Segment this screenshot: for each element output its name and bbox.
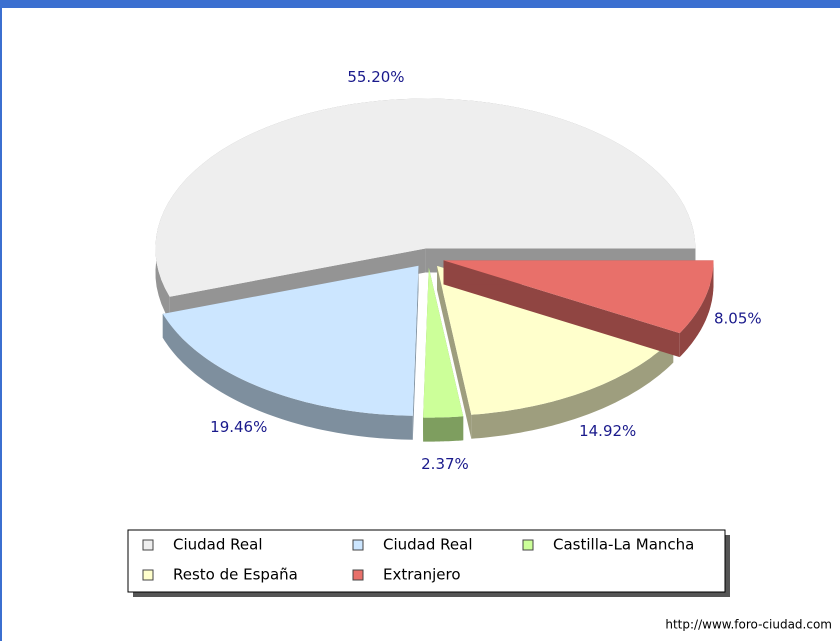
data-label: 2.37% — [421, 455, 469, 473]
slice-side — [412, 265, 419, 440]
data-label: 8.05% — [714, 309, 762, 327]
legend-swatch — [522, 539, 534, 551]
pie-slice — [162, 265, 419, 416]
data-label: 19.46% — [210, 418, 267, 436]
legend-label: Resto de España — [173, 566, 298, 584]
pie-slice — [155, 98, 696, 297]
legend-box — [127, 529, 726, 593]
legend-label: Ciudad Real — [383, 536, 473, 554]
legend-label: Extranjero — [383, 566, 461, 584]
frame-edge — [0, 0, 2, 641]
slice-side — [437, 265, 472, 439]
footer: http://www.foro-ciudad.com — [665, 618, 832, 632]
slice-side — [679, 260, 714, 358]
legend-swatch — [352, 569, 364, 581]
slice-side — [443, 260, 680, 358]
legend-label: Castilla-La Mancha — [553, 536, 694, 554]
pie-slice — [437, 265, 674, 415]
legend-swatch — [142, 569, 154, 581]
data-label: 55.20% — [347, 68, 404, 86]
title-bar — [0, 0, 840, 8]
slice-side — [423, 416, 464, 442]
pie-slice — [423, 267, 464, 418]
legend-swatch — [142, 539, 154, 551]
pie-slice — [443, 260, 714, 334]
slice-side — [471, 338, 674, 439]
pie: 55.20% 19.46% 2.37% 14.92% 8.05% — [155, 68, 762, 473]
legend: Ciudad Real Ciudad Real Castilla-La Mancha… — [142, 536, 694, 584]
legend-label: Ciudad Real — [173, 536, 263, 554]
legend-swatch — [352, 539, 364, 551]
data-label: 14.92% — [579, 422, 636, 440]
slice-side — [162, 313, 413, 440]
